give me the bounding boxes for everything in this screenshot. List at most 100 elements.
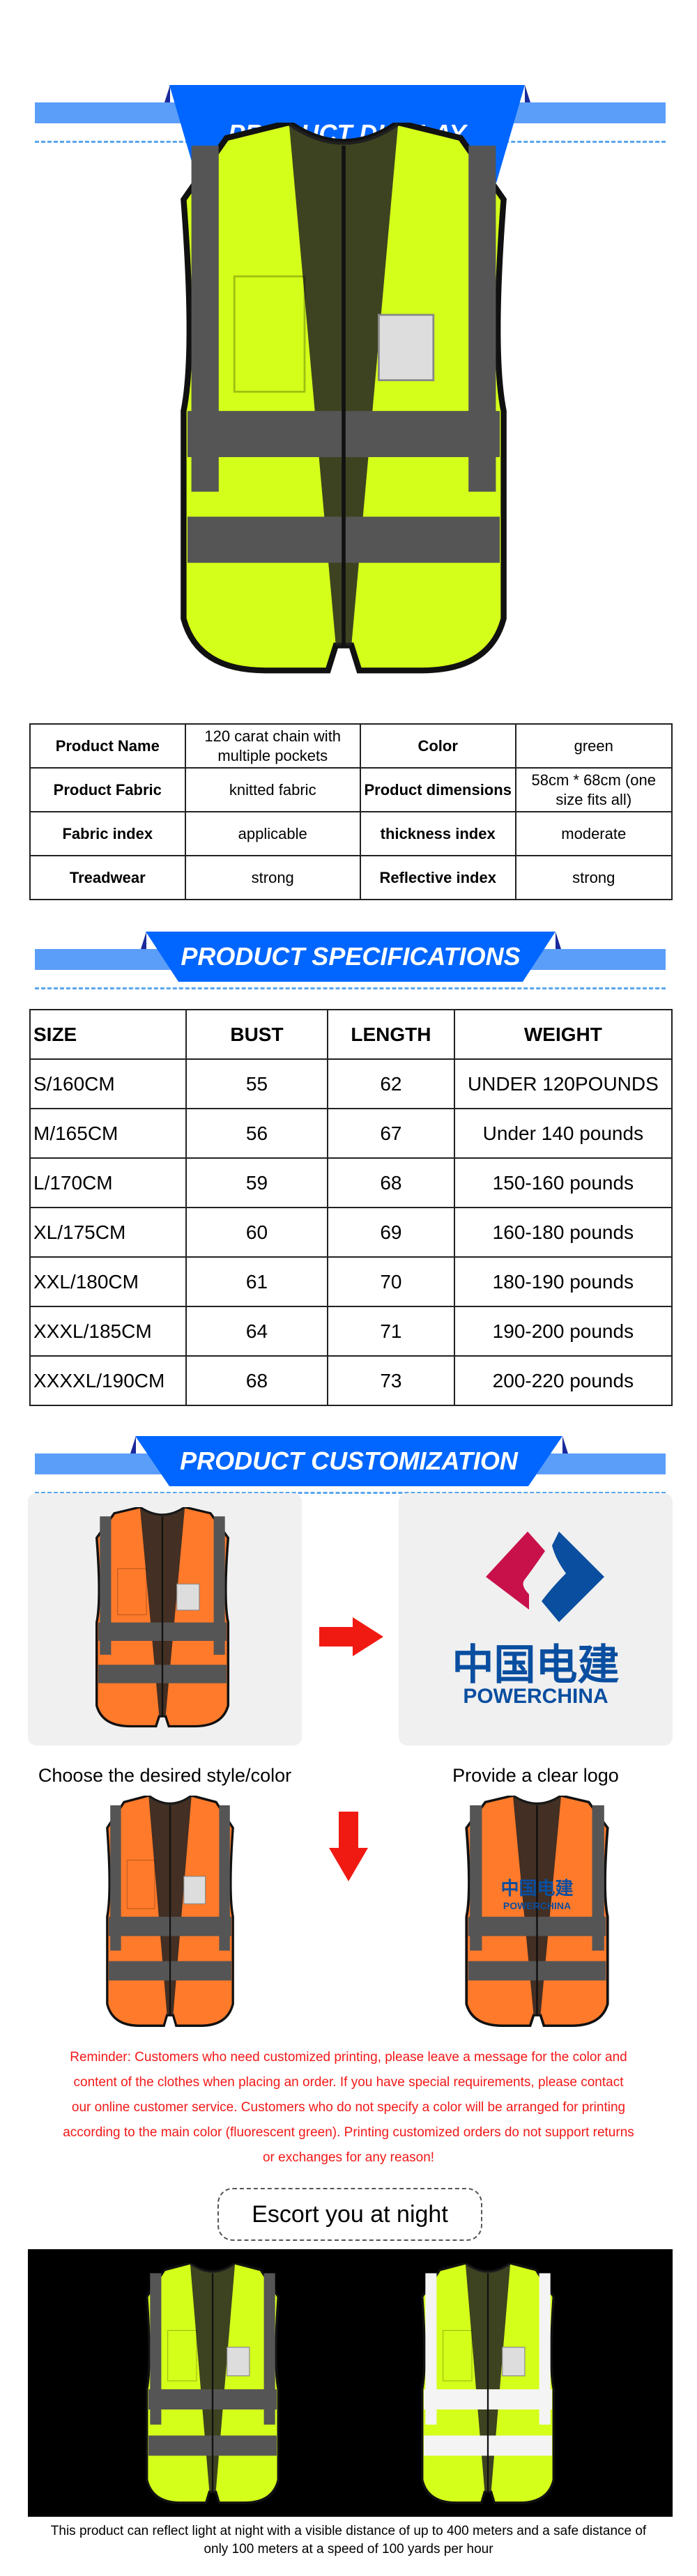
vest-icon	[145, 2262, 280, 2504]
table-cell: 55	[185, 1058, 329, 1109]
field-label: Treadwear	[29, 855, 186, 900]
column-header: BUST	[185, 1009, 329, 1060]
logo-chinese-text: 中国电建	[452, 1642, 620, 1688]
table-cell: M/165CM	[29, 1108, 187, 1159]
table-cell: 71	[327, 1306, 455, 1357]
table-cell: S/160CM	[29, 1058, 187, 1109]
column-header: LENGTH	[327, 1009, 455, 1060]
logo-sample-card: 中国电建 POWERCHINA	[399, 1493, 673, 1745]
night-description: This product can reflect light at night …	[50, 2524, 647, 2556]
field-value: moderate	[514, 811, 673, 856]
field-value: green	[514, 723, 673, 769]
table-cell: L/170CM	[29, 1157, 187, 1208]
table-row: Product Fabric knitted fabric Product dime…	[29, 767, 673, 812]
table-row: XXL/180CM 61 70 180-190 pounds	[29, 1256, 673, 1307]
header-dash	[35, 1492, 666, 1494]
vest-icon	[181, 119, 507, 674]
table-cell: 180-190 pounds	[453, 1256, 673, 1307]
table-cell: 68	[327, 1157, 455, 1208]
customized-vest-front-image	[93, 1794, 247, 2030]
table-row: Fabric index applicable thickness index mod…	[29, 811, 673, 856]
table-cell: 67	[327, 1108, 455, 1159]
column-header: WEIGHT	[453, 1009, 673, 1060]
arrow-down-icon	[329, 1812, 368, 1881]
table-cell: 69	[327, 1207, 455, 1258]
table-cell: 200-220 pounds	[453, 1355, 673, 1406]
field-value: knitted fabric	[184, 767, 361, 812]
table-cell: 61	[185, 1256, 329, 1307]
style-sample-card	[28, 1493, 302, 1745]
vest-icon	[106, 1794, 234, 2027]
caption-provide-logo: Provide a clear logo	[452, 1765, 619, 1786]
column-header: SIZE	[29, 1009, 187, 1060]
section-header-specs: PRODUCT SPECIFICATIONS	[0, 932, 697, 989]
field-label: Color	[359, 723, 516, 769]
table-row: Product Name 120 carat chain with multipl…	[29, 723, 673, 769]
escort-at-night-label: Escort you at night	[217, 2188, 482, 2241]
field-label: Product Fabric	[29, 767, 186, 812]
section-header-customization: PRODUCT CUSTOMIZATION	[0, 1436, 697, 1494]
powerchina-logo-icon	[486, 1532, 604, 1622]
field-value: applicable	[184, 811, 361, 856]
table-cell: 150-160 pounds	[453, 1157, 673, 1208]
table-row: XXXL/185CM 64 71 190-200 pounds	[29, 1306, 673, 1357]
table-cell: 64	[185, 1306, 329, 1357]
back-logo-en: POWERCHINA	[503, 1900, 572, 1911]
banner-fold	[556, 932, 561, 949]
section-title: PRODUCT CUSTOMIZATION	[135, 1436, 562, 1486]
banner-fold	[562, 1436, 568, 1453]
table-cell: 73	[327, 1355, 455, 1406]
orange-vest-image	[82, 1506, 243, 1730]
table-row: XXXXL/190CM 68 73 200-220 pounds	[29, 1355, 673, 1406]
table-cell: 190-200 pounds	[453, 1306, 673, 1357]
back-logo-cn: 中国电建	[500, 1878, 574, 1899]
back-logo-text: 中国电建 POWERCHINA	[451, 1874, 623, 1911]
caption-choose-style: Choose the desired style/color	[38, 1765, 292, 1786]
table-cell: Under 140 pounds	[453, 1108, 673, 1159]
night-reflective-image	[28, 2249, 673, 2517]
banner-fold	[130, 1436, 136, 1453]
product-info-table: Product Name 120 carat chain with multipl…	[29, 723, 673, 900]
vest-icon	[420, 2262, 556, 2504]
table-cell: XXXXL/190CM	[29, 1355, 187, 1406]
table-cell: 62	[327, 1058, 455, 1109]
field-value: strong	[514, 855, 673, 900]
table-cell: 60	[185, 1207, 329, 1258]
size-spec-table: SIZE BUST LENGTH WEIGHT S/160CM 55 62 UNDER 120…	[29, 1009, 673, 1406]
customization-reminder: Reminder: Customers who need customized …	[63, 2050, 634, 2165]
field-label: thickness index	[359, 811, 516, 856]
table-cell: 59	[185, 1157, 329, 1208]
night-vest-reflecting-image	[408, 2262, 568, 2507]
table-cell: 70	[327, 1256, 455, 1307]
table-cell: XXL/180CM	[29, 1256, 187, 1307]
field-label: Product Name	[29, 723, 186, 769]
table-row: S/160CM 55 62 UNDER 120POUNDS	[29, 1058, 673, 1109]
table-row: M/165CM 56 67 Under 140 pounds	[29, 1108, 673, 1159]
field-value: strong	[184, 855, 361, 900]
vest-icon	[95, 1506, 230, 1728]
night-vest-image	[132, 2262, 293, 2507]
table-cell: 160-180 pounds	[453, 1207, 673, 1258]
logo-english-text: POWERCHINA	[463, 1685, 608, 1708]
banner-fold	[141, 932, 146, 949]
customized-vest-back-image	[451, 1794, 623, 2030]
table-cell: XL/175CM	[29, 1207, 187, 1258]
table-cell: 56	[185, 1108, 329, 1159]
field-value: 58cm * 68cm (one size fits all)	[514, 767, 673, 812]
vest-icon	[465, 1794, 609, 2027]
table-row: L/170CM 59 68 150-160 pounds	[29, 1157, 673, 1208]
field-label: Product dimensions	[359, 767, 516, 812]
field-value: 120 carat chain with multiple pockets	[184, 723, 361, 769]
table-cell: XXXL/185CM	[29, 1306, 187, 1357]
field-label: Fabric index	[29, 811, 186, 856]
table-header-row: SIZE BUST LENGTH WEIGHT	[29, 1009, 673, 1060]
banner-fold	[164, 85, 170, 102]
table-row: Treadwear strong Reflective index strong	[29, 855, 673, 900]
product-vest-image	[148, 119, 539, 680]
table-row: XL/175CM 60 69 160-180 pounds	[29, 1207, 673, 1258]
header-dash	[35, 987, 666, 989]
banner-fold	[525, 85, 530, 102]
arrow-right-icon	[319, 1617, 383, 1656]
table-cell: 68	[185, 1355, 329, 1406]
field-label: Reflective index	[359, 855, 516, 900]
